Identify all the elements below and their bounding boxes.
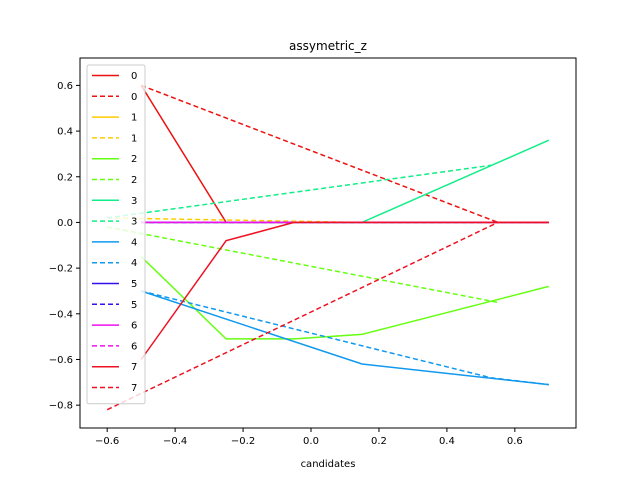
legend-label: 1: [131, 133, 137, 144]
x-tick-label: 0.2: [371, 436, 387, 447]
legend-label: 0: [131, 92, 137, 103]
legend-box: [86, 64, 146, 405]
series-line-7-solid: [140, 221, 549, 360]
y-tick-label: −0.2: [49, 264, 73, 275]
y-tick-label: 0.2: [57, 172, 73, 183]
legend-label: 7: [131, 383, 137, 394]
series-line-2-dashed: [107, 226, 499, 304]
legend-label: 0: [131, 71, 137, 82]
x-tick-label: −0.6: [95, 436, 119, 447]
y-tick-label: 0.0: [57, 218, 73, 229]
legend-label: 4: [131, 258, 137, 269]
plot-lines: [106, 84, 550, 411]
y-tick-label: −0.8: [49, 401, 73, 412]
legend-label: 1: [131, 113, 137, 124]
x-tick-label: −0.2: [231, 436, 255, 447]
plot-frame: [79, 57, 577, 429]
legend-label: 7: [131, 362, 137, 373]
legend: 0 0 1 1 2 2 3 3 4 4 5 5 6 6 7 7: [86, 64, 146, 405]
series-line-3-dashed: [107, 164, 492, 219]
chart-title: assymetric_z: [289, 39, 367, 53]
legend-label: 2: [131, 154, 137, 165]
x-tick-label: 0.6: [507, 436, 523, 447]
legend-label: 4: [131, 237, 137, 248]
series-line-4-solid: [140, 290, 549, 386]
y-tick-label: −0.6: [49, 355, 73, 366]
y-tick-label: −0.4: [49, 309, 73, 320]
series-line-2-solid: [140, 256, 549, 340]
legend-label: 5: [131, 279, 137, 290]
x-axis: −0.6 −0.4 −0.2 0.0 0.2 0.4 0.6: [95, 428, 523, 447]
legend-label: 2: [131, 175, 137, 186]
legend-label: 3: [131, 196, 137, 207]
y-tick-label: 0.4: [57, 127, 73, 138]
x-axis-title: candidates: [301, 459, 356, 470]
y-tick-label: 0.6: [57, 81, 73, 92]
series-line-7-dashed: [106, 221, 549, 411]
x-tick-label: 0.0: [303, 436, 319, 447]
y-axis: −0.8 −0.6 −0.4 −0.2 0.0 0.2 0.4 0.6: [49, 81, 80, 412]
x-tick-label: 0.4: [439, 436, 455, 447]
legend-label: 3: [131, 217, 137, 228]
x-tick-label: −0.4: [163, 436, 187, 447]
legend-label: 6: [131, 321, 137, 332]
legend-label: 6: [131, 341, 137, 352]
legend-label: 5: [131, 300, 137, 311]
series-line-4-dashed: [141, 290, 549, 386]
